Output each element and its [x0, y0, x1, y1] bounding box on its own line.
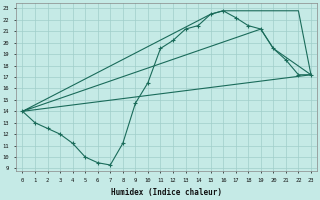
X-axis label: Humidex (Indice chaleur): Humidex (Indice chaleur) — [111, 188, 222, 197]
